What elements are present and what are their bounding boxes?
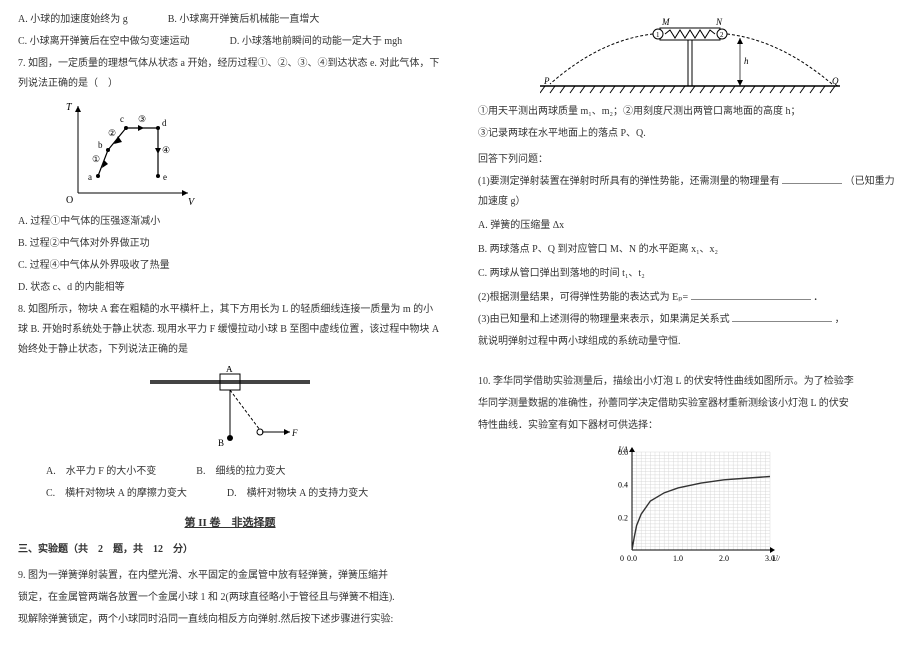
q8-stem: 8. 如图所示，物块 A 套在粗糙的水平横杆上，其下方用长为 L 的轻质细线连接…	[18, 300, 442, 360]
blank-1[interactable]	[782, 172, 842, 184]
sub2: (2)根据测量结果，可得弹性势能的表达式为 Eₚ= ．	[478, 288, 902, 308]
q7-opt-a: A. 过程①中气体的压强逐渐减小	[18, 212, 442, 232]
q6-options-row1: A. 小球的加速度始终为 g B. 小球离开弹簧后机械能一直增大	[18, 10, 442, 30]
q8-diagram: A F B	[18, 366, 442, 456]
q7-opt-c: C. 过程④中气体从外界吸收了热量	[18, 256, 442, 276]
q7-stem: 7. 如图，一定质量的理想气体从状态 a 开始，经历过程①、②、③、④到达状态 …	[18, 54, 442, 94]
svg-text:③: ③	[138, 114, 146, 124]
q6-opt-a: A. 小球的加速度始终为 g	[18, 10, 128, 30]
axis-v-label: V	[188, 197, 196, 208]
q8-opt-a: A. 水平力 F 的大小不变	[46, 462, 156, 482]
q8-opt-d: D. 横杆对物块 A 的支持力变大	[227, 484, 368, 504]
exp-header: 三、实验题（共 2 题，共 12 分）	[18, 540, 442, 560]
svg-text:2: 2	[720, 31, 724, 39]
svg-text:I/A: I/A	[617, 445, 628, 454]
q10-s1: 10. 李华同学借助实验测量后，描绘出小灯泡 L 的伏安特性曲线如图所示。为了检…	[478, 372, 902, 392]
step1: ①用天平测出两球质量 m₁、m₂；②用刻度尺测出两管口离地面的高度 h；	[478, 102, 902, 122]
q6-options-row2: C. 小球离开弹簧后在空中做匀变速运动 D. 小球落地前瞬间的动能一定大于 mg…	[18, 32, 442, 52]
svg-text:e: e	[163, 172, 167, 182]
q8-opt-c: C. 横杆对物块 A 的摩擦力变大	[46, 484, 187, 504]
sub3a-text: (3)由已知量和上述测得的物理量来表示，如果满足关系式	[478, 314, 730, 325]
svg-text:④: ④	[162, 145, 170, 155]
svg-text:2.0: 2.0	[719, 554, 729, 563]
q7-opt-b: B. 过程②中气体对外界做正功	[18, 234, 442, 254]
axis-t-label: T	[66, 102, 73, 113]
svg-text:a: a	[88, 172, 92, 182]
sub2-text: (2)根据测量结果，可得弹性势能的表达式为 Eₚ=	[478, 292, 688, 303]
svg-text:M: M	[661, 17, 670, 27]
choice-a: A. 弹簧的压缩量 Δx	[478, 216, 902, 236]
left-column: A. 小球的加速度始终为 g B. 小球离开弹簧后机械能一直增大 C. 小球离开…	[0, 0, 460, 650]
choice-c: C. 两球从管口弹出到落地的时间 t₁、t₂	[478, 264, 902, 284]
svg-text:①: ①	[92, 154, 100, 164]
svg-text:c: c	[120, 114, 124, 124]
spring-diagram: 1 2 M N P Q h	[478, 16, 902, 96]
q7-opt-d: D. 状态 c、d 的内能相等	[18, 278, 442, 298]
q7-diagram: V T O a b ① c ② d ③ e ④	[58, 98, 442, 208]
sub3-tail: ，	[835, 314, 845, 325]
svg-text:1.0: 1.0	[673, 554, 683, 563]
svg-text:B: B	[218, 438, 224, 448]
svg-text:②: ②	[108, 128, 116, 138]
q8-opts-row1: A. 水平力 F 的大小不变 B. 细线的拉力变大	[18, 462, 442, 482]
svg-text:F: F	[291, 428, 298, 438]
svg-text:0.2: 0.2	[618, 513, 628, 522]
svg-text:0: 0	[620, 554, 624, 563]
choice-b: B. 两球落点 P、Q 到对应管口 M、N 的水平距离 x₁、x₂	[478, 240, 902, 260]
section2-title: 第 II 卷 非选择题	[18, 512, 442, 534]
q9-s3: 现解除弹簧锁定，两个小球同时沿同一直线向相反方向弹射.然后按下述步骤进行实验:	[18, 610, 442, 630]
origin-label: O	[66, 195, 73, 206]
right-column: 1 2 M N P Q h ①用天平测出两球质量 m₁、m₂；②用刻度尺测出两管…	[460, 0, 920, 650]
q6-opt-b: B. 小球离开弹簧后机械能一直增大	[168, 10, 320, 30]
q9-s2: 锁定，在金属管两端各放置一个金属小球 1 和 2(两球直径略小于管径且与弹簧不相…	[18, 588, 442, 608]
svg-text:d: d	[162, 118, 167, 128]
svg-text:0.4: 0.4	[618, 481, 628, 490]
sub3a: (3)由已知量和上述测得的物理量来表示，如果满足关系式 ，	[478, 310, 902, 330]
svg-text:U/V: U/V	[772, 554, 780, 563]
q6-opt-c: C. 小球离开弹簧后在空中做匀变速运动	[18, 32, 190, 52]
q8-opt-b: B. 细线的拉力变大	[196, 462, 285, 482]
sub1-text: (1)要测定弹射装置在弹射时所具有的弹性势能，还需测量的物理量有	[478, 176, 780, 187]
q10-s2: 华同学测量数据的准确性，孙蕾同学决定借助实验室器材重新测绘该小灯泡 L 的伏安	[478, 394, 902, 414]
sub1: (1)要测定弹射装置在弹射时所具有的弹性势能，还需测量的物理量有 （已知重力加速…	[478, 172, 902, 212]
sub3b: 就说明弹射过程中两小球组成的系统动量守恒.	[478, 332, 902, 352]
svg-text:A: A	[226, 366, 233, 374]
svg-text:N: N	[715, 17, 723, 27]
svg-text:b: b	[98, 140, 103, 150]
svg-text:0.0: 0.0	[627, 554, 637, 563]
q6-opt-d: D. 小球落地前瞬间的动能一定大于 mgh	[230, 32, 403, 52]
q10-chart: 0.01.02.03.00.20.40.60U/VI/A	[478, 442, 902, 572]
svg-text:P: P	[543, 76, 550, 86]
sub2-tail: ．	[813, 292, 823, 303]
blank-3[interactable]	[732, 310, 832, 322]
q8-opts-row2: C. 横杆对物块 A 的摩擦力变大 D. 横杆对物块 A 的支持力变大	[18, 484, 442, 504]
q9-s1: 9. 图为一弹簧弹射装置，在内壁光滑、水平固定的金属管中放有轻弹簧，弹簧压缩并	[18, 566, 442, 586]
q10-s3: 特性曲线．实验室有如下器材可供选择：	[478, 416, 902, 436]
answer-intro: 回答下列问题：	[478, 150, 902, 170]
step2: ③记录两球在水平地面上的落点 P、Q.	[478, 124, 902, 144]
svg-text:1: 1	[656, 31, 660, 39]
svg-text:Q: Q	[832, 76, 839, 86]
blank-2[interactable]	[691, 288, 811, 300]
svg-text:h: h	[744, 56, 749, 66]
